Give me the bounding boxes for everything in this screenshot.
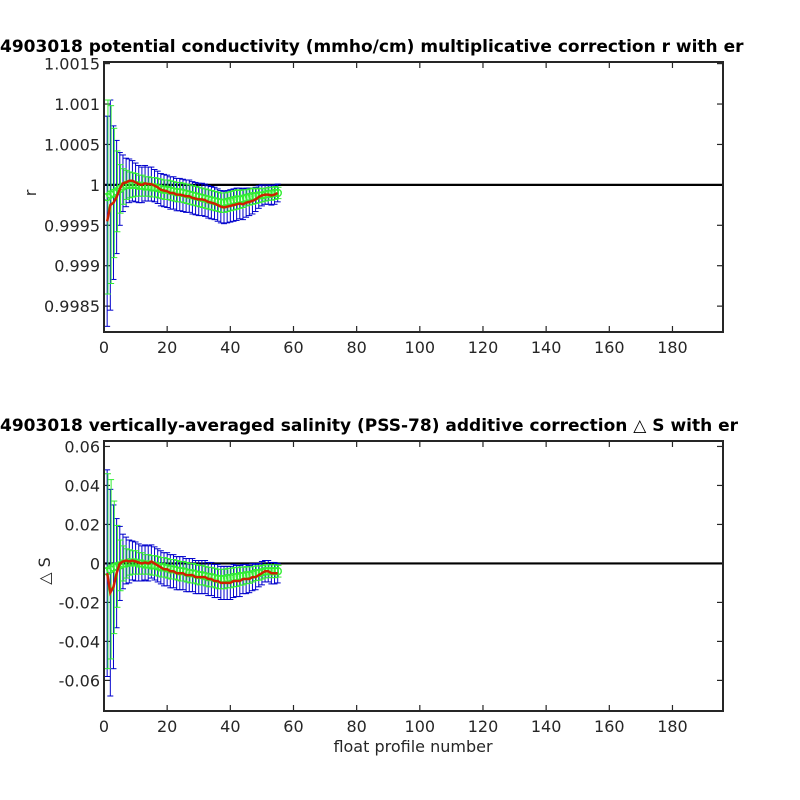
x-tick-label: 100: [405, 717, 436, 736]
y-tick-label: 0.02: [64, 515, 100, 534]
y-tick-label: -0.02: [59, 593, 100, 612]
fit-point: [270, 188, 279, 198]
x-tick-label: 0: [99, 717, 109, 736]
fit-point: [124, 558, 134, 567]
y-tick-label: 0.06: [64, 437, 100, 456]
x-tick-label: 20: [157, 338, 177, 357]
chart-title: 4903018 potential conductivity (mmho/cm)…: [0, 37, 744, 57]
plot-frame: [103, 440, 724, 712]
y-tick-label: 1.0005: [44, 135, 100, 154]
fit-point: [222, 573, 232, 583]
y-tick-label: 0.9985: [44, 297, 100, 316]
y-tick-label: 0: [90, 554, 100, 573]
x-tick-label: 180: [657, 717, 688, 736]
x-tick-labels: 0 20 40 60 80 100 120 140 160 180: [99, 717, 688, 736]
adjusted-series-line: [105, 559, 278, 597]
chart-conductivity-correction: 4903018 potential conductivity (mmho/cm)…: [0, 37, 744, 357]
x-tick-label: 0: [99, 338, 109, 357]
x-tick-label: 60: [283, 717, 303, 736]
y-tick-labels: 0.9985 0.999 0.9995 1 1.0005 1.001 1.0015: [44, 55, 100, 317]
fit-point: [270, 566, 279, 576]
x-axis-label: float profile number: [333, 737, 493, 756]
x-tick-label: 80: [346, 338, 366, 357]
fit-point: [175, 566, 185, 576]
fit-point: [213, 574, 222, 584]
x-tick-label: 120: [468, 338, 499, 357]
chart-salinity-correction: 4903018 vertically-averaged salinity (PS…: [0, 416, 739, 756]
x-tick-label: 160: [594, 717, 625, 736]
fit-point: [194, 570, 204, 580]
y-tick-labels: -0.06 -0.04 -0.02 0 0.02 0.04 0.06: [59, 437, 100, 690]
x-tick-label: 20: [157, 717, 177, 736]
plot-area: [104, 441, 723, 711]
x-tick-label: 40: [220, 717, 240, 736]
plot-frame: [103, 61, 724, 333]
fit-series: [102, 558, 282, 584]
y-axis-label: r: [21, 189, 40, 196]
y-tick-label: 0.9995: [44, 216, 100, 235]
y-tick-label: 1: [90, 176, 100, 195]
plot-area: [104, 62, 723, 332]
x-tick-label: 100: [405, 338, 436, 357]
fit-point: [273, 188, 282, 198]
fit-point: [184, 568, 194, 578]
x-tick-label: 140: [531, 717, 562, 736]
y-tick-label: -0.06: [59, 671, 100, 690]
y-tick-label: 0.04: [64, 476, 100, 495]
x-tick-label: 40: [220, 338, 240, 357]
y-tick-label: 1.0015: [44, 55, 100, 74]
adjusted-series-line: [105, 179, 279, 222]
x-tick-label: 180: [657, 338, 688, 357]
y-tick-label: -0.04: [59, 632, 100, 651]
chart-title: 4903018 vertically-averaged salinity (PS…: [0, 416, 739, 436]
y-tick-label: 0.999: [54, 257, 100, 276]
x-tick-label: 120: [468, 717, 499, 736]
x-tick-labels: 0 20 40 60 80 100 120 140 160 180: [99, 338, 688, 357]
y-axis-label: △ S: [35, 557, 54, 585]
fit-point: [273, 566, 282, 576]
x-tick-label: 140: [531, 338, 562, 357]
x-tick-label: 60: [283, 338, 303, 357]
x-tick-label: 80: [346, 717, 366, 736]
x-tick-label: 160: [594, 338, 625, 357]
fit-point: [156, 563, 166, 572]
y-tick-label: 1.001: [54, 95, 100, 114]
